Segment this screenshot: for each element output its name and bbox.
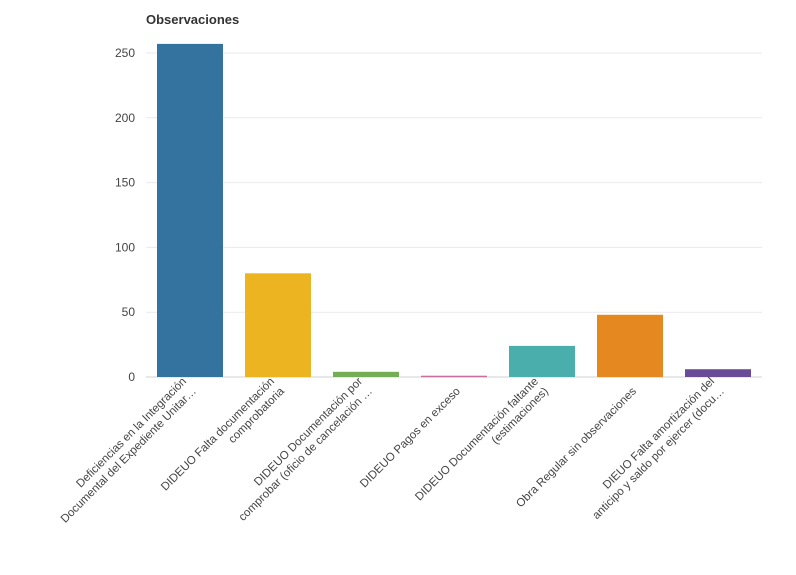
bar[interactable] (333, 371, 399, 377)
bar[interactable] (421, 375, 487, 378)
bar[interactable] (509, 345, 575, 377)
x-tick-label-line: Documental del Expediente Unitar… (59, 385, 199, 525)
y-tick-label: 0 (128, 370, 135, 384)
y-tick-label: 50 (122, 305, 136, 319)
y-tick-label: 100 (115, 240, 135, 254)
x-tick-label-line: DIDEUO Documentación faltante (413, 376, 541, 504)
bar[interactable] (157, 43, 223, 378)
x-tick-label-line: DIDEUO Documentación por (252, 375, 365, 488)
y-tick-label: 150 (115, 176, 135, 190)
bar[interactable] (685, 369, 751, 377)
bar[interactable] (597, 314, 663, 377)
grid-layer (146, 52, 762, 378)
x-tick-label: Deficiencias en la IntegraciónDocumental… (59, 376, 199, 526)
x-axis-ticks: Deficiencias en la IntegraciónDocumental… (59, 375, 727, 526)
bar[interactable] (245, 273, 311, 377)
y-tick-label: 250 (115, 46, 135, 60)
bar-layer (157, 43, 751, 378)
x-tick-label-line: DIEUO Falta amortización del (601, 376, 717, 492)
chart-title: Observaciones (146, 12, 240, 27)
y-axis-ticks: 0 50 100 150 200 250 (115, 46, 135, 384)
y-tick-label: 200 (115, 111, 135, 125)
